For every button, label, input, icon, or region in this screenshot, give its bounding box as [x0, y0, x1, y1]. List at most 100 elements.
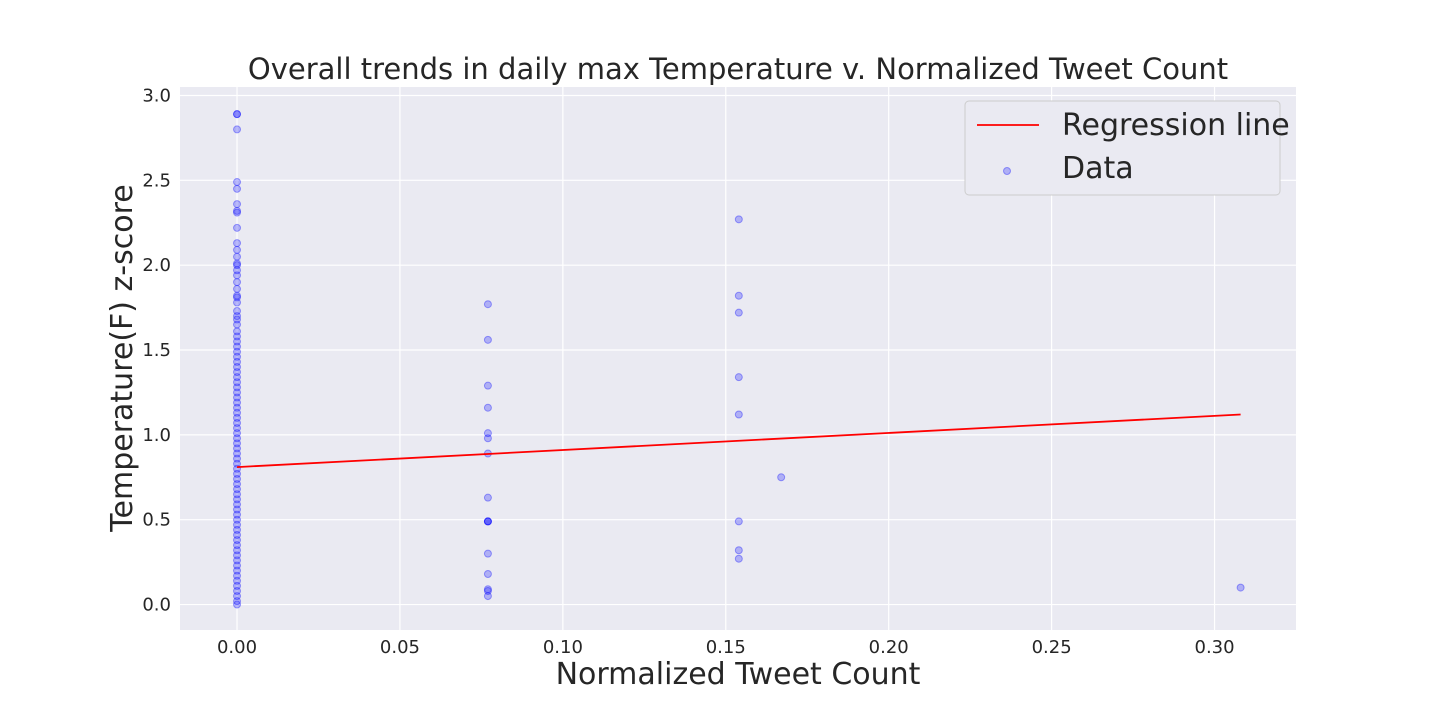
data-point	[233, 439, 242, 448]
data-point	[233, 208, 242, 217]
data-point	[233, 490, 242, 499]
data-point	[233, 485, 242, 494]
data-point	[483, 585, 492, 594]
y-tick-label: 1.5	[142, 340, 171, 361]
data-point	[483, 335, 492, 344]
data-point	[734, 291, 743, 300]
x-tick-label: 0.30	[1195, 637, 1235, 658]
data-point	[233, 515, 242, 524]
legend-label-regression: Regression line	[1062, 108, 1290, 143]
regression-line-group	[236, 413, 1241, 468]
data-point	[483, 434, 492, 443]
data-point	[233, 293, 242, 302]
y-tick-label: 3.0	[142, 85, 171, 106]
data-point	[233, 530, 242, 539]
data-point	[233, 408, 242, 417]
data-point	[233, 252, 242, 261]
data-point	[233, 357, 242, 366]
data-point	[233, 373, 242, 382]
data-point	[233, 434, 242, 443]
data-point	[483, 570, 492, 579]
data-point	[233, 332, 242, 341]
data-point	[233, 327, 242, 336]
data-point	[233, 520, 242, 529]
data-point	[233, 566, 242, 575]
data-point	[483, 381, 492, 390]
data-point	[233, 600, 242, 609]
data-point	[233, 510, 242, 519]
data-point	[233, 110, 242, 119]
data-point	[777, 473, 786, 482]
data-point	[233, 418, 242, 427]
data-point	[233, 378, 242, 387]
data-point	[233, 337, 242, 346]
data-point	[233, 291, 242, 300]
legend: Regression line Data	[964, 100, 1290, 196]
data-point	[233, 505, 242, 514]
data-point	[233, 352, 242, 361]
data-point	[233, 480, 242, 489]
y-axis-label: Temperature(F) z-score	[105, 184, 140, 532]
data-point	[233, 459, 242, 468]
data-point	[233, 298, 242, 307]
data-point	[734, 517, 743, 526]
data-point	[233, 315, 242, 324]
data-point	[233, 403, 242, 412]
data-point	[233, 393, 242, 402]
x-tick-label: 0.05	[380, 637, 420, 658]
data-point	[233, 383, 242, 392]
data-point	[233, 245, 242, 254]
y-tick-label: 1.0	[142, 425, 171, 446]
x-tick-label: 0.15	[706, 637, 746, 658]
data-point	[233, 271, 242, 280]
data-point	[734, 308, 743, 317]
data-point	[233, 561, 242, 570]
data-point	[233, 125, 242, 134]
data-point	[233, 576, 242, 585]
regression-line	[236, 413, 1241, 468]
data-point	[734, 546, 743, 555]
data-point	[233, 110, 242, 119]
data-point	[233, 536, 242, 545]
data-point	[734, 373, 743, 382]
data-point	[233, 495, 242, 504]
data-point	[734, 554, 743, 563]
data-point	[233, 259, 242, 268]
data-point	[233, 469, 242, 478]
data-point	[483, 517, 492, 526]
data-point	[233, 239, 242, 248]
data-point	[233, 444, 242, 453]
data-point	[233, 347, 242, 356]
data-point	[233, 266, 242, 275]
data-point	[483, 429, 492, 438]
data-point	[233, 223, 242, 232]
data-point	[233, 474, 242, 483]
data-point	[483, 586, 492, 595]
data-point	[233, 413, 242, 422]
data-point	[233, 586, 242, 595]
legend-box	[964, 100, 1281, 196]
y-tick-label: 2.5	[142, 170, 171, 191]
data-point	[233, 362, 242, 371]
data-point	[233, 546, 242, 555]
data-point	[233, 320, 242, 329]
data-point	[233, 178, 242, 187]
y-tick-labels: 0.0 0.5 1.0 1.5 2.0 2.5 3.0	[142, 85, 171, 615]
data-point	[233, 449, 242, 458]
y-tick-label: 0.5	[142, 510, 171, 531]
legend-marker-data	[1003, 167, 1011, 175]
data-point	[233, 525, 242, 534]
data-point	[233, 581, 242, 590]
data-point	[483, 403, 492, 412]
data-point	[483, 549, 492, 558]
data-point	[483, 517, 492, 526]
data-point	[233, 278, 242, 287]
data-point	[233, 342, 242, 351]
data-point	[233, 571, 242, 580]
data-point	[233, 306, 242, 315]
chart-title: Overall trends in daily max Temperature …	[248, 52, 1228, 86]
data-point	[233, 541, 242, 550]
data-point	[233, 454, 242, 463]
x-tick-label: 0.25	[1032, 637, 1072, 658]
